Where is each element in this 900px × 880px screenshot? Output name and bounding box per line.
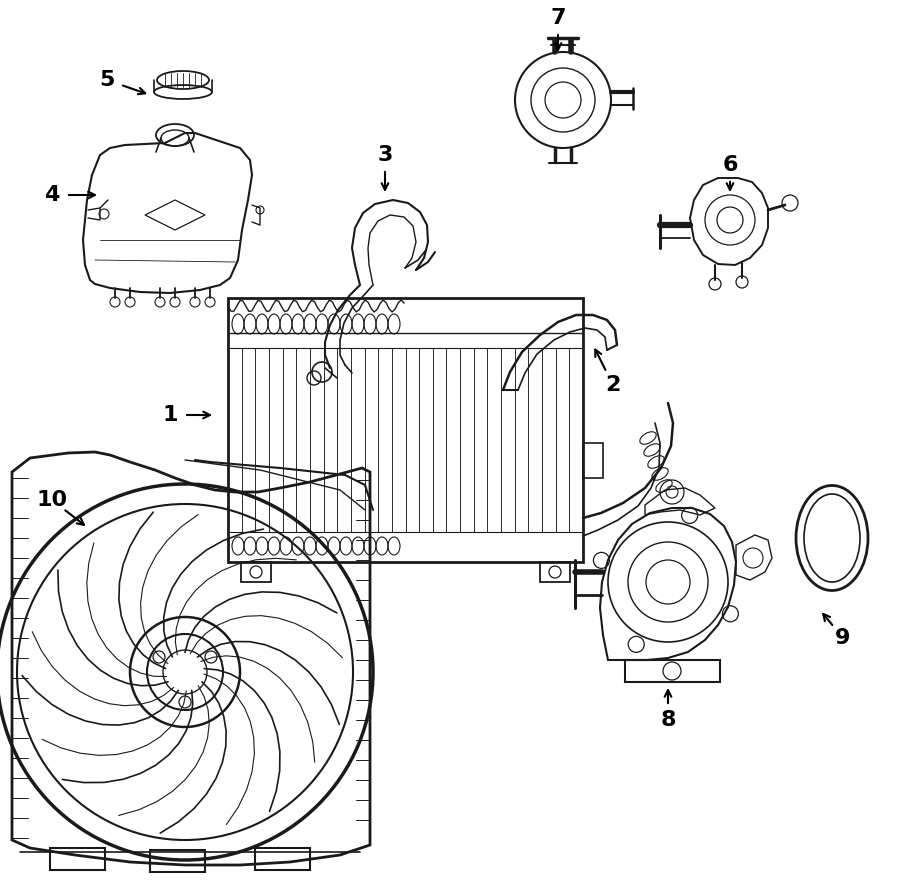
Bar [228,298,583,562]
Circle shape [179,696,191,708]
Text: 1: 1 [162,405,178,425]
Text: 4: 4 [44,185,59,205]
Text: 10: 10 [36,490,68,510]
Circle shape [130,617,240,727]
Text: 5: 5 [99,70,114,90]
Text: 7: 7 [550,8,566,28]
Bar [255,848,310,870]
Bar [625,660,720,682]
Text: 2: 2 [606,375,621,395]
Text: 8: 8 [661,710,676,730]
Text: 9: 9 [835,628,850,648]
Text: 6: 6 [722,155,738,175]
Circle shape [205,651,217,663]
Bar [583,444,603,478]
Bar [50,848,105,870]
Text: 3: 3 [377,145,392,165]
Bar [150,850,205,872]
Bar [540,562,570,582]
Bar [241,562,271,582]
Circle shape [153,651,165,663]
